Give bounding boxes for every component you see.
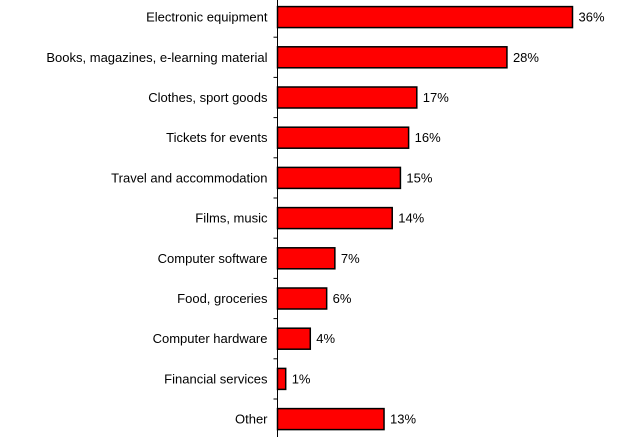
- category-label: Other: [235, 412, 268, 427]
- value-label: 36%: [579, 10, 605, 25]
- value-label: 4%: [316, 331, 335, 346]
- bar: [276, 126, 410, 149]
- value-label: 15%: [406, 170, 432, 185]
- value-label: 16%: [415, 130, 441, 145]
- bar: [276, 367, 287, 391]
- bar: [276, 86, 418, 109]
- category-label: Books, magazines, e-learning material: [46, 50, 267, 65]
- bars-layer: [276, 5, 574, 431]
- category-label: Financial services: [164, 371, 268, 386]
- bar: [276, 46, 508, 69]
- category-label: Computer software: [158, 251, 268, 266]
- bar: [276, 166, 402, 190]
- bar: [276, 247, 336, 270]
- bar: [276, 206, 393, 230]
- labels-layer: Electronic equipment 36% Books, magazines,…: [46, 10, 605, 427]
- category-label: Travel and accommodation: [111, 170, 267, 185]
- value-label: 28%: [513, 50, 539, 65]
- category-label: Food, groceries: [177, 291, 268, 306]
- value-label: 7%: [341, 251, 360, 266]
- category-label: Tickets for events: [166, 130, 268, 145]
- value-label: 1%: [292, 371, 311, 386]
- bar: [276, 5, 574, 29]
- value-label: 13%: [390, 412, 416, 427]
- category-label: Clothes, sport goods: [148, 90, 268, 105]
- value-label: 6%: [333, 291, 352, 306]
- bar: [276, 287, 328, 310]
- category-label: Computer hardware: [153, 331, 268, 346]
- bar: [276, 407, 385, 431]
- value-label: 17%: [423, 90, 449, 105]
- bar: [276, 327, 312, 350]
- value-label: 14%: [398, 211, 424, 226]
- category-label: Electronic equipment: [146, 10, 268, 25]
- category-label: Films, music: [195, 211, 268, 226]
